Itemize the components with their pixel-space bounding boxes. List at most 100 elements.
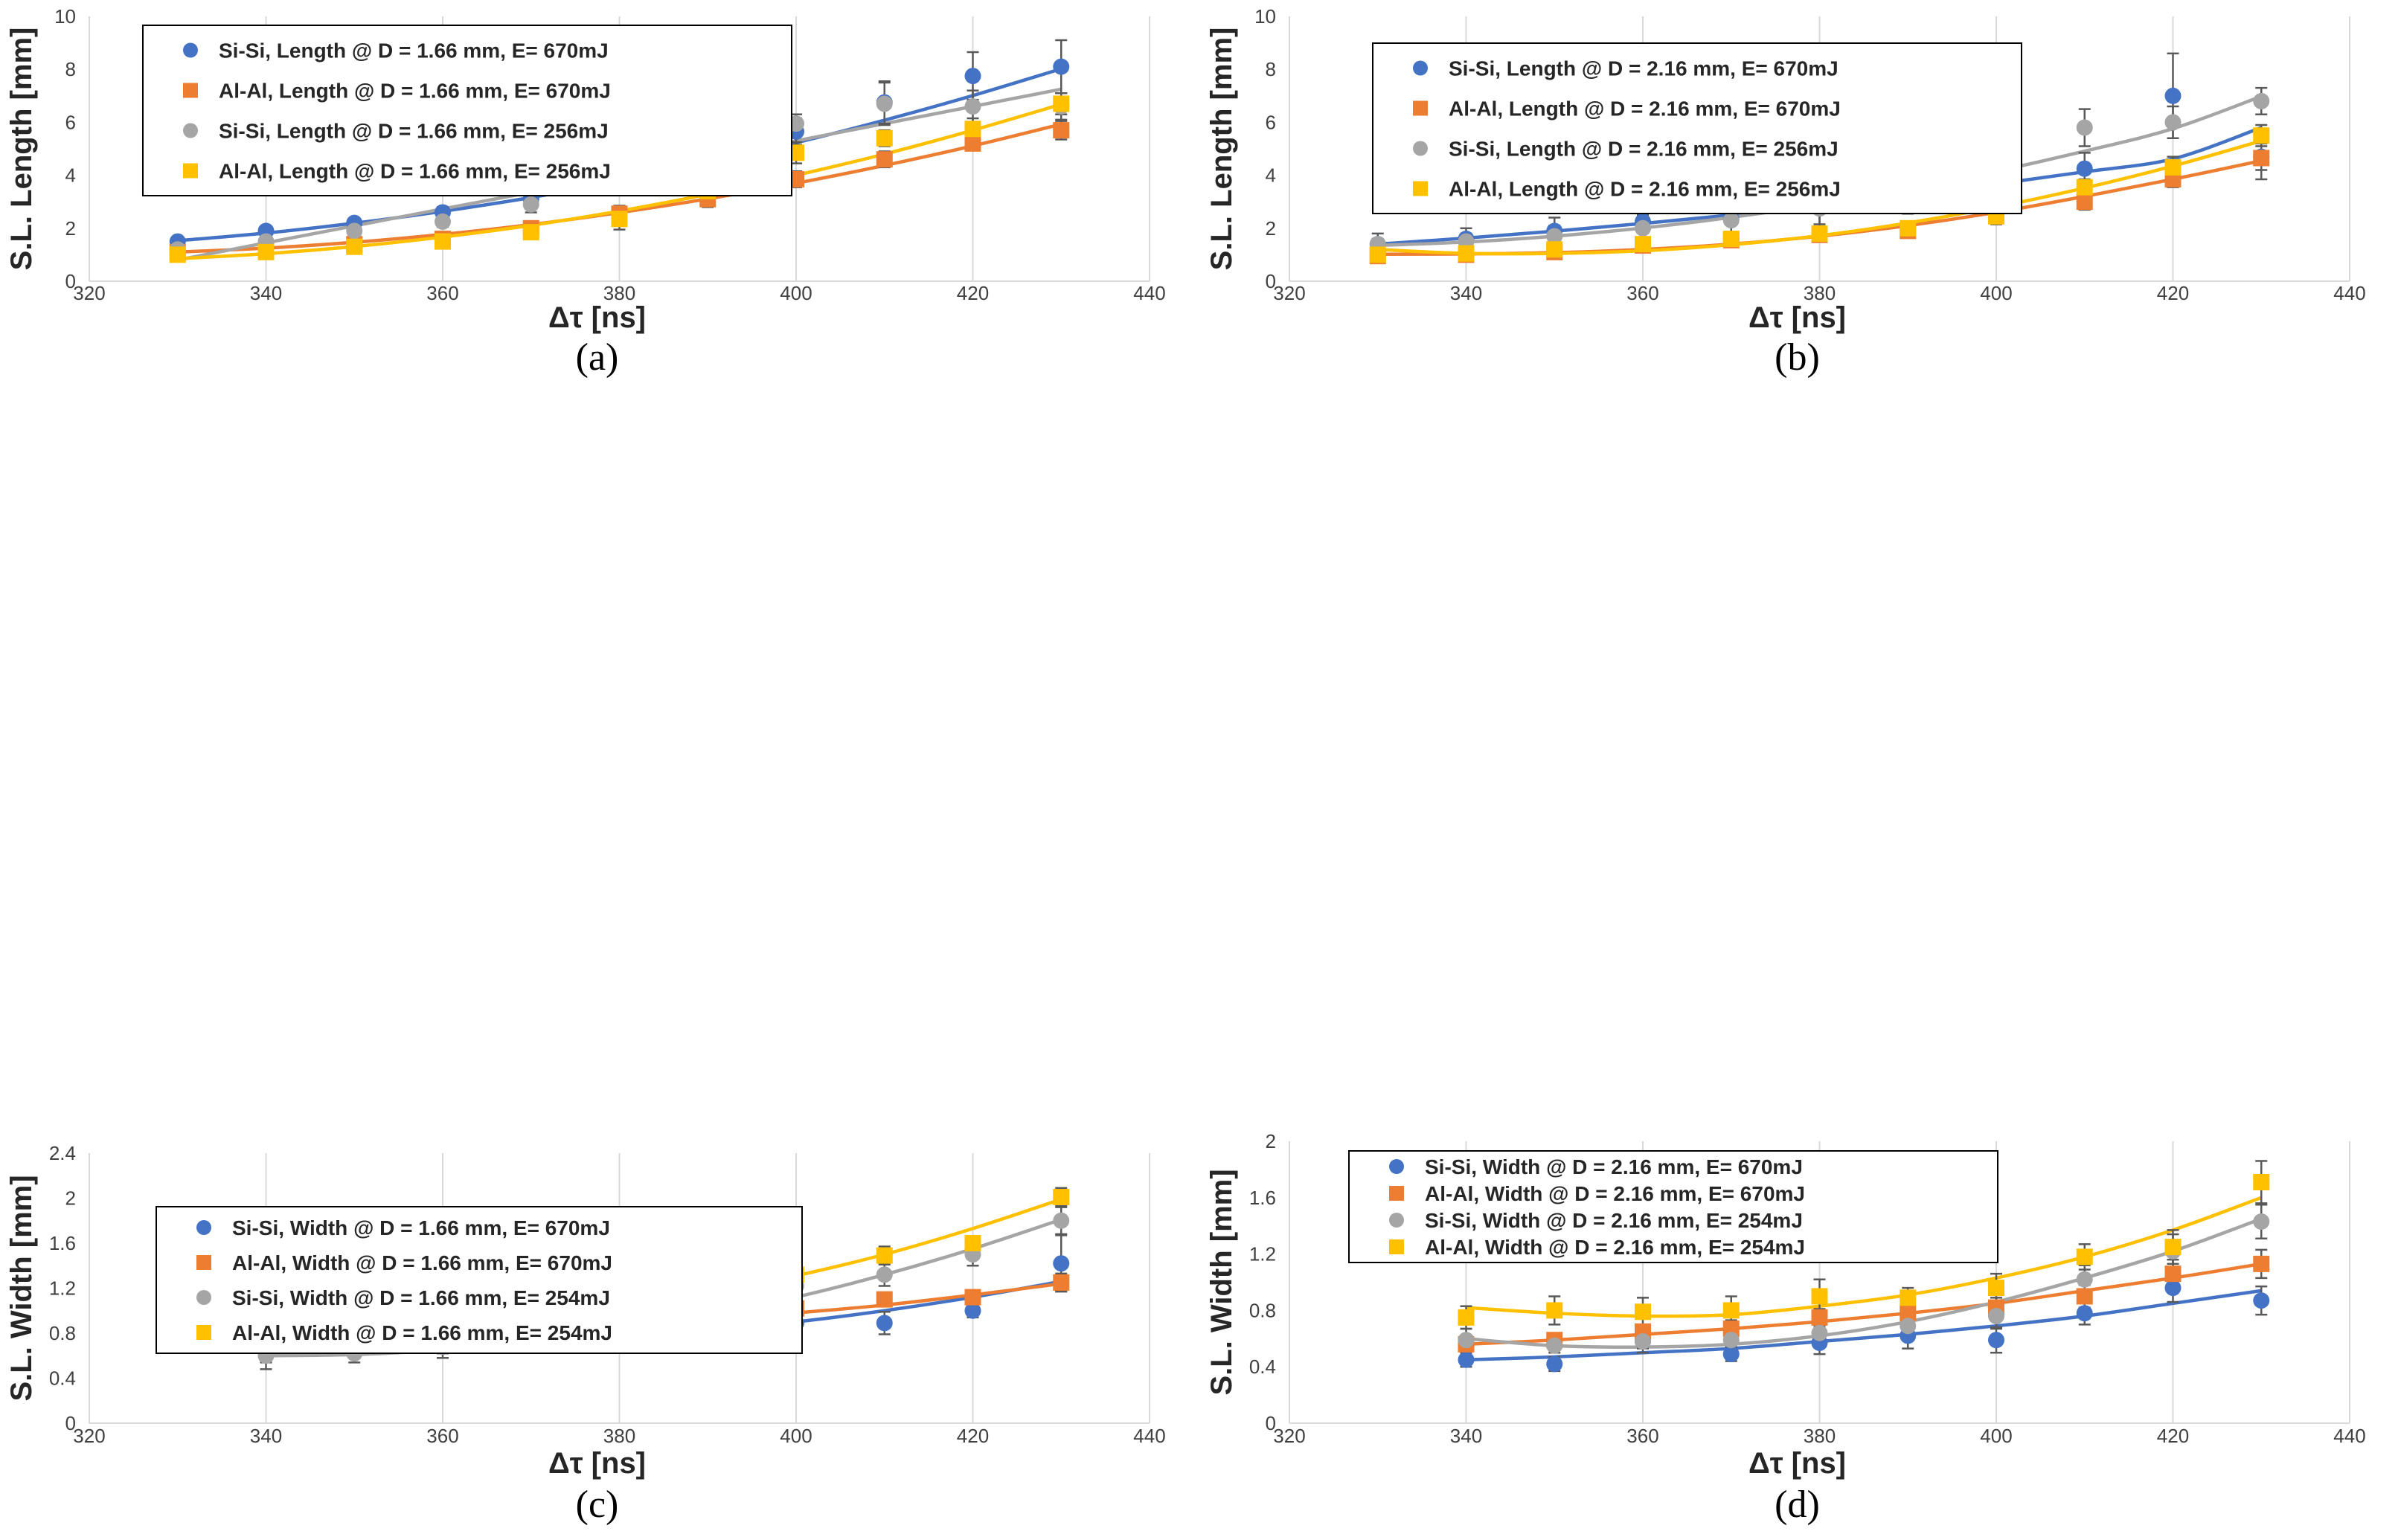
data-point xyxy=(2076,119,2093,136)
x-axis-label: Δτ [ns] xyxy=(1748,301,1846,334)
legend-marker xyxy=(1389,1159,1404,1174)
data-point xyxy=(2164,87,2182,104)
data-point xyxy=(1546,228,1563,245)
x-tick-label: 380 xyxy=(603,282,635,304)
legend-label: Si-Si, Width @ D = 1.66 mm, E= 670mJ xyxy=(232,1216,610,1239)
trendline xyxy=(1466,1196,2263,1318)
legend: Si-Si, Length @ D = 2.16 mm, E= 670mJ Al-… xyxy=(1372,42,2022,214)
data-point xyxy=(1811,225,1828,242)
panel-caption: (a) xyxy=(576,336,619,379)
x-tick-label: 340 xyxy=(1450,1425,1482,1447)
data-point xyxy=(964,98,981,115)
y-tick-label: 0 xyxy=(65,270,76,292)
data-point xyxy=(1722,1332,1740,1349)
data-point xyxy=(435,213,451,230)
x-tick-label: 320 xyxy=(1273,282,1305,304)
data-point xyxy=(1635,1333,1651,1350)
data-point xyxy=(2253,1292,2270,1309)
legend-marker xyxy=(183,163,198,179)
data-point xyxy=(964,68,981,85)
x-tick-label: 420 xyxy=(957,282,989,304)
legend-label: Al-Al, Width @ D = 1.66 mm, E= 254mJ xyxy=(232,1321,612,1344)
y-tick-label: 0 xyxy=(1266,1412,1276,1434)
legend-marker xyxy=(183,83,198,98)
legend-marker xyxy=(196,1325,211,1340)
x-tick-label: 380 xyxy=(1804,282,1836,304)
trendline xyxy=(1466,1217,2263,1350)
legend-label: Si-Si, Width @ D = 2.16 mm, E= 254mJ xyxy=(1425,1209,1803,1232)
data-point xyxy=(169,246,186,263)
data-point xyxy=(1722,212,1740,229)
data-point xyxy=(1053,1274,1070,1291)
x-tick-label: 440 xyxy=(2333,1425,2365,1447)
data-point xyxy=(1811,1324,1828,1341)
x-tick-label: 360 xyxy=(426,1425,458,1447)
y-tick-label: 6 xyxy=(1266,111,1276,133)
legend-box xyxy=(1372,42,2022,214)
data-point xyxy=(876,129,893,147)
x-tick-label: 320 xyxy=(1273,1425,1305,1447)
x-tick-label: 400 xyxy=(1980,1425,2012,1447)
data-point xyxy=(2164,1280,2182,1297)
x-axis-label: Δτ [ns] xyxy=(548,301,646,334)
data-point xyxy=(1988,1332,2004,1349)
chart-b: 320 340 360 380 400 420 440 0 2 4 6 8 10 Δτ [ns] S.L. … xyxy=(1205,5,2366,379)
legend-marker xyxy=(1413,60,1428,76)
y-axis-label: S.L. Width [mm] xyxy=(1205,1169,1238,1395)
x-tick-label: 380 xyxy=(603,1425,635,1447)
data-point xyxy=(611,211,628,228)
data-point xyxy=(522,224,539,241)
x-tick-label: 360 xyxy=(1626,1425,1658,1447)
data-point xyxy=(964,121,981,138)
chart-d: 320 340 360 380 400 420 440 0 0.4 0.8 1.2 1.6 2 Δτ [n… xyxy=(1205,1130,2366,1526)
y-axis-label: S.L. Length [mm] xyxy=(1205,28,1238,271)
data-point xyxy=(2076,1305,2093,1322)
data-point xyxy=(1546,241,1563,258)
x-axis-label: Δτ [ns] xyxy=(548,1447,646,1480)
legend-label: Al-Al, Length @ D = 1.66 mm, E= 256mJ xyxy=(219,160,611,183)
x-tick-label: 440 xyxy=(1133,1425,1165,1447)
data-point xyxy=(964,135,981,152)
chart-panel-a: 320 340 360 380 400 420 440 0 2 4 6 8 10 Δτ [ns] S.L. … xyxy=(0,0,1200,770)
y-tick-label: 1.2 xyxy=(49,1277,76,1300)
legend-marker xyxy=(1389,1239,1404,1254)
data-point xyxy=(1369,246,1386,263)
y-tick-label: 1.6 xyxy=(1249,1187,1276,1209)
data-point xyxy=(1053,1188,1070,1205)
data-point xyxy=(1053,95,1070,112)
data-point xyxy=(1458,245,1475,262)
data-point xyxy=(2076,1288,2093,1305)
y-axis-label: S.L. Length [mm] xyxy=(5,28,38,271)
x-tick-label: 340 xyxy=(250,282,282,304)
y-tick-label: 0.4 xyxy=(49,1367,76,1390)
legend: Si-Si, Width @ D = 1.66 mm, E= 670mJ Al-A… xyxy=(156,1206,803,1354)
data-point xyxy=(435,233,451,250)
data-point xyxy=(1900,1318,1917,1335)
legend-marker xyxy=(183,42,198,58)
legend-marker xyxy=(196,1290,211,1305)
data-point xyxy=(876,1315,893,1332)
legend-marker xyxy=(1389,1213,1404,1228)
legend-label: Al-Al, Length @ D = 1.66 mm, E= 670mJ xyxy=(219,80,611,103)
data-point xyxy=(2076,193,2093,211)
legend-label: Si-Si, Width @ D = 1.66 mm, E= 254mJ xyxy=(232,1286,610,1309)
y-tick-label: 2 xyxy=(65,217,76,240)
data-point xyxy=(1635,236,1651,253)
y-tick-label: 2 xyxy=(65,1187,76,1210)
data-point xyxy=(1053,122,1070,139)
data-point xyxy=(964,1302,981,1319)
data-point xyxy=(1900,1305,1917,1322)
x-tick-label: 420 xyxy=(2157,1425,2189,1447)
x-tick-label: 420 xyxy=(2157,282,2189,304)
data-point xyxy=(1811,1288,1828,1305)
legend-label: Si-Si, Length @ D = 2.16 mm, E= 256mJ xyxy=(1449,138,1839,161)
data-point xyxy=(1988,1280,2004,1297)
data-point xyxy=(1546,1302,1563,1319)
data-point xyxy=(876,1247,893,1264)
data-point xyxy=(876,1266,893,1283)
data-point xyxy=(1458,1351,1475,1368)
trendline xyxy=(1466,1262,2262,1347)
legend-label: Al-Al, Width @ D = 1.66 mm, E= 670mJ xyxy=(232,1251,612,1274)
data-point xyxy=(1900,1289,1917,1306)
data-point xyxy=(1900,219,1917,237)
